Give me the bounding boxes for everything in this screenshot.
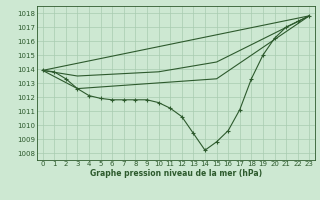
X-axis label: Graphe pression niveau de la mer (hPa): Graphe pression niveau de la mer (hPa) — [90, 169, 262, 178]
